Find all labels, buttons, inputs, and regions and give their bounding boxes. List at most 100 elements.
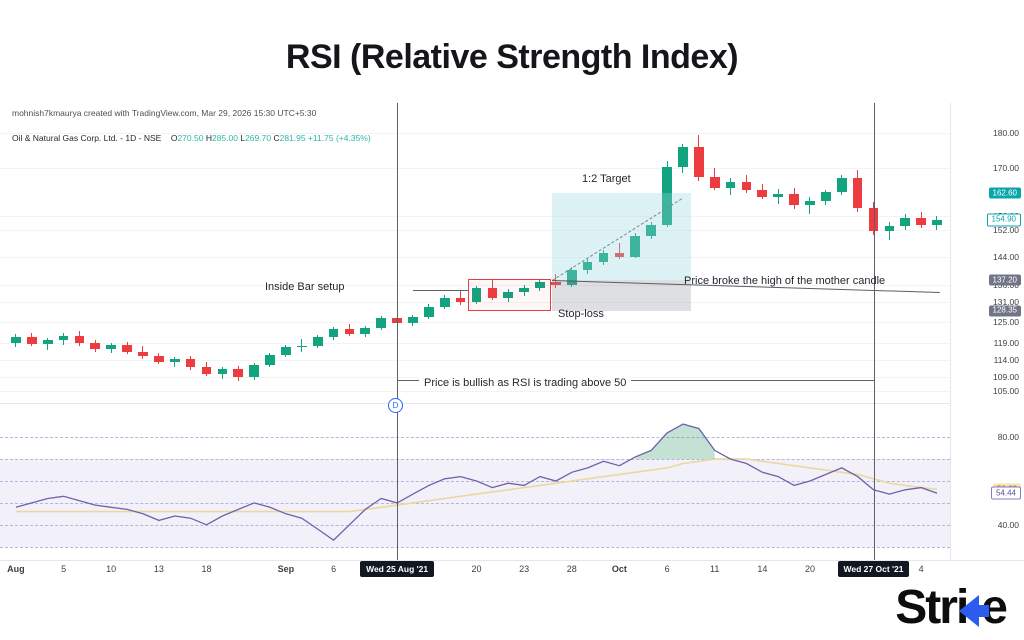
ohlc-low-label: L: [240, 133, 246, 143]
candlestick[interactable]: [725, 178, 736, 196]
candle-body: [535, 281, 545, 288]
candlestick[interactable]: [487, 279, 498, 301]
candlestick[interactable]: [551, 274, 561, 289]
candlestick[interactable]: [201, 362, 212, 377]
candlestick[interactable]: [122, 342, 132, 354]
ohlc-high-label: H: [205, 133, 212, 143]
candlestick[interactable]: [900, 213, 911, 230]
candlestick[interactable]: [773, 189, 784, 205]
target-zone[interactable]: [551, 193, 691, 281]
date-cursor-line[interactable]: [397, 103, 399, 560]
candle-body: [106, 345, 117, 350]
candlestick[interactable]: [709, 167, 720, 191]
date-cursor-badge[interactable]: Wed 25 Aug '21: [360, 561, 435, 578]
candlestick[interactable]: [741, 175, 752, 194]
price-badge[interactable]: 154.90: [986, 213, 1021, 227]
stop-loss-zone[interactable]: [551, 280, 691, 311]
price-axis[interactable]: 180.00170.00156.00152.00144.00136.00131.…: [950, 103, 1024, 560]
candle-body: [74, 336, 85, 344]
candlestick[interactable]: [471, 285, 482, 305]
candlestick[interactable]: [360, 325, 371, 337]
candle-body: [153, 356, 164, 362]
d-marker-icon[interactable]: D: [388, 398, 403, 413]
candlestick[interactable]: [805, 197, 815, 214]
candlestick[interactable]: [217, 367, 228, 379]
price-axis-tick: 144.00: [993, 252, 1019, 263]
candlestick[interactable]: [328, 326, 339, 340]
candlestick[interactable]: [884, 222, 895, 240]
candlestick[interactable]: [376, 315, 387, 330]
rsi-axis-tick: 40.00: [997, 519, 1019, 530]
candlestick[interactable]: [408, 314, 418, 326]
candlestick[interactable]: [344, 323, 355, 337]
candlestick[interactable]: [233, 365, 244, 381]
candlestick[interactable]: [90, 339, 101, 352]
candle-body: [805, 200, 815, 206]
candlestick[interactable]: [439, 294, 450, 309]
inside-bar-box[interactable]: [467, 279, 551, 311]
date-cursor-badge[interactable]: Wed 27 Oct '21: [837, 561, 910, 578]
time-axis[interactable]: Aug5101318Sep6915202328Oct6111420Nov4Wed…: [0, 560, 1024, 587]
candlestick[interactable]: [614, 242, 625, 259]
ohlc-open-label: O: [170, 133, 178, 143]
candlestick[interactable]: [455, 291, 466, 305]
candlestick[interactable]: [598, 250, 609, 265]
measure-cap-right: [873, 376, 875, 385]
candlestick[interactable]: [265, 353, 275, 368]
rsi-gridline: [0, 524, 950, 526]
candlestick[interactable]: [852, 170, 863, 213]
candlestick[interactable]: [646, 222, 657, 239]
candlestick[interactable]: [836, 174, 847, 196]
price-badge[interactable]: 137.20: [988, 274, 1021, 286]
candlestick[interactable]: [423, 303, 434, 319]
chart-plot-area[interactable]: [0, 103, 950, 560]
rsi-badge[interactable]: 54.44: [990, 486, 1021, 500]
candlestick[interactable]: [312, 335, 323, 349]
candlestick[interactable]: [153, 352, 164, 364]
page-title: RSI (Relative Strength Index): [285, 38, 739, 76]
candlestick[interactable]: [789, 188, 799, 209]
candlestick[interactable]: [106, 342, 117, 353]
candlestick[interactable]: [868, 202, 879, 236]
ohlc-close-value: 281.95: [279, 133, 306, 143]
candlestick[interactable]: [74, 330, 85, 346]
time-axis-tick: 20: [804, 564, 816, 574]
date-cursor-line[interactable]: [873, 103, 875, 560]
candlestick[interactable]: [630, 233, 641, 259]
tradingview-credit: mohnish7kmaurya created with TradingView…: [12, 108, 317, 118]
candlestick[interactable]: [58, 333, 69, 346]
candlestick[interactable]: [519, 284, 529, 297]
candlestick[interactable]: [26, 332, 37, 347]
price-gridline: [0, 133, 950, 135]
candlestick[interactable]: [757, 183, 768, 200]
candlestick[interactable]: [535, 279, 545, 291]
candlestick[interactable]: [916, 212, 927, 229]
candlestick[interactable]: [503, 289, 514, 302]
chart-container[interactable]: 180.00170.00156.00152.00144.00136.00131.…: [0, 103, 1024, 560]
candle-body: [328, 328, 339, 338]
candlestick[interactable]: [932, 215, 942, 230]
candlestick[interactable]: [42, 338, 53, 351]
candlestick[interactable]: [392, 312, 402, 326]
candlestick[interactable]: [821, 189, 831, 205]
candlestick[interactable]: [281, 345, 291, 358]
rsi-gridline: [0, 481, 950, 482]
price-badge[interactable]: 162.60: [988, 187, 1021, 199]
candlestick[interactable]: [678, 143, 688, 174]
candlestick[interactable]: [566, 267, 577, 288]
candle-body: [423, 306, 434, 317]
symbol-interval: 1D: [125, 133, 137, 143]
candlestick[interactable]: [11, 334, 21, 348]
price-badge[interactable]: 128.35: [988, 305, 1021, 317]
candle-body: [312, 337, 323, 346]
candlestick[interactable]: [185, 355, 196, 370]
candlestick[interactable]: [249, 362, 259, 381]
candlestick[interactable]: [582, 259, 593, 275]
time-axis-tick: 20: [471, 564, 482, 574]
candlestick[interactable]: [138, 346, 148, 360]
candlestick[interactable]: [296, 339, 307, 352]
candlestick[interactable]: [169, 356, 180, 368]
candlestick[interactable]: [662, 160, 672, 228]
candlestick[interactable]: [693, 134, 704, 182]
legend-sep-2: -: [138, 133, 144, 143]
